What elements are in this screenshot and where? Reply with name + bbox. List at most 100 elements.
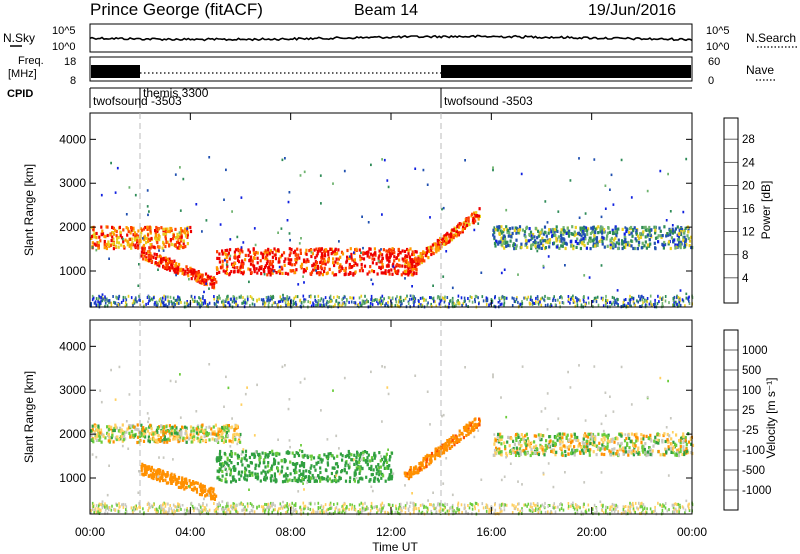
scatter-cell xyxy=(235,296,238,300)
scatter-cell xyxy=(356,450,359,454)
scatter-cell xyxy=(147,239,150,244)
scatter-cell xyxy=(218,270,221,274)
scatter-cell xyxy=(614,226,617,231)
scatter-cell xyxy=(673,300,675,304)
scatter-cell xyxy=(366,463,369,467)
scatter-cell xyxy=(129,237,132,241)
scatter-cell xyxy=(512,439,515,443)
scatter-cell xyxy=(381,294,384,298)
scatter-cell xyxy=(401,264,404,268)
scatter-cell xyxy=(176,437,179,441)
scatter-cell xyxy=(629,298,632,302)
scatter-cell xyxy=(251,259,254,263)
scatter-cell xyxy=(600,438,603,442)
scatter-cell xyxy=(337,304,340,308)
scatter-cell xyxy=(298,256,301,260)
scatter-cell xyxy=(314,265,317,269)
scatter-cell xyxy=(538,244,541,248)
scatter-cell xyxy=(659,234,662,238)
scatter-cell xyxy=(550,230,553,234)
scatter-cell xyxy=(141,472,144,476)
scatter-cell xyxy=(525,225,528,229)
scatter-cell xyxy=(530,244,533,248)
scatter-cell xyxy=(149,252,152,256)
scatter-cell xyxy=(580,445,583,449)
scatter-cell xyxy=(393,255,396,259)
scatter-cell xyxy=(236,258,240,262)
scatter-cell xyxy=(334,273,338,277)
scatter-cell xyxy=(620,158,623,162)
scatter-cell xyxy=(106,225,109,229)
scatter-cell xyxy=(225,470,228,473)
scatter-cell xyxy=(252,256,255,260)
scatter-cell xyxy=(261,256,264,260)
scatter-cell xyxy=(145,241,148,245)
scatter-cell xyxy=(406,247,409,252)
scatter-cell xyxy=(110,368,112,372)
scatter-cell xyxy=(264,473,267,477)
scatter-cell xyxy=(442,275,445,278)
scatter-cell xyxy=(382,248,385,252)
scatter-cell xyxy=(584,450,587,454)
scatter-cell xyxy=(280,459,283,463)
scatter-cell xyxy=(635,450,638,454)
scatter-cell xyxy=(204,489,207,493)
scatter-cell xyxy=(219,457,222,462)
scatter-cell xyxy=(525,444,528,448)
scatter-cell xyxy=(415,264,418,268)
scatter-cell xyxy=(379,465,382,469)
scatter-cell xyxy=(220,478,223,482)
scatter-cell xyxy=(415,271,418,276)
scatter-cell xyxy=(457,299,459,302)
scatter-cell xyxy=(294,270,297,274)
nave-label: Nave xyxy=(746,63,774,77)
scatter-cell xyxy=(582,445,586,449)
scatter-cell xyxy=(660,235,663,239)
scatter-cell xyxy=(632,442,635,446)
scatter-cell xyxy=(265,261,269,265)
scatter-cell xyxy=(280,265,283,269)
scatter-cell xyxy=(348,256,351,261)
scatter-cell xyxy=(563,444,566,448)
scatter-cell xyxy=(463,300,466,304)
scatter-cell xyxy=(196,277,199,281)
scatter-cell xyxy=(398,263,401,268)
scatter-cell xyxy=(292,251,295,255)
scatter-cell xyxy=(147,435,150,439)
scatter-cell xyxy=(562,301,565,305)
scatter-cell xyxy=(192,426,195,430)
scatter-cell xyxy=(115,240,119,244)
scatter-cell xyxy=(475,423,478,427)
scatter-cell xyxy=(411,285,413,288)
scatter-cell xyxy=(105,245,108,249)
scatter-cell xyxy=(409,294,412,297)
scatter-cell xyxy=(347,449,350,454)
scatter-cell xyxy=(455,440,458,444)
scatter-cell xyxy=(302,270,305,274)
scatter-cell xyxy=(690,245,693,250)
scatter-cell xyxy=(508,244,511,248)
scatter-cell xyxy=(150,427,153,431)
scatter-cell xyxy=(658,226,661,230)
scatter-cell xyxy=(460,222,463,226)
scatter-cell xyxy=(210,432,213,436)
scatter-cell xyxy=(271,268,274,272)
scatter-cell xyxy=(687,230,690,234)
scatter-cell xyxy=(256,256,259,260)
scatter-cell xyxy=(113,427,116,431)
cpid-label: CPID xyxy=(7,88,33,100)
scatter-cell xyxy=(687,296,690,300)
scatter-cell xyxy=(315,479,318,483)
scatter-cell xyxy=(147,237,150,241)
scatter-cell xyxy=(406,472,409,476)
scatter-cell xyxy=(402,259,405,263)
scatter-cell xyxy=(472,218,475,223)
scatter-cell xyxy=(381,302,384,305)
scatter-cell xyxy=(333,456,336,460)
scatter-cell xyxy=(320,254,323,258)
scatter-cell xyxy=(601,239,604,243)
scatter-cell xyxy=(540,246,543,250)
scatter-cell xyxy=(624,446,627,450)
scatter-cell xyxy=(637,449,640,453)
scatter-cell xyxy=(182,438,185,442)
